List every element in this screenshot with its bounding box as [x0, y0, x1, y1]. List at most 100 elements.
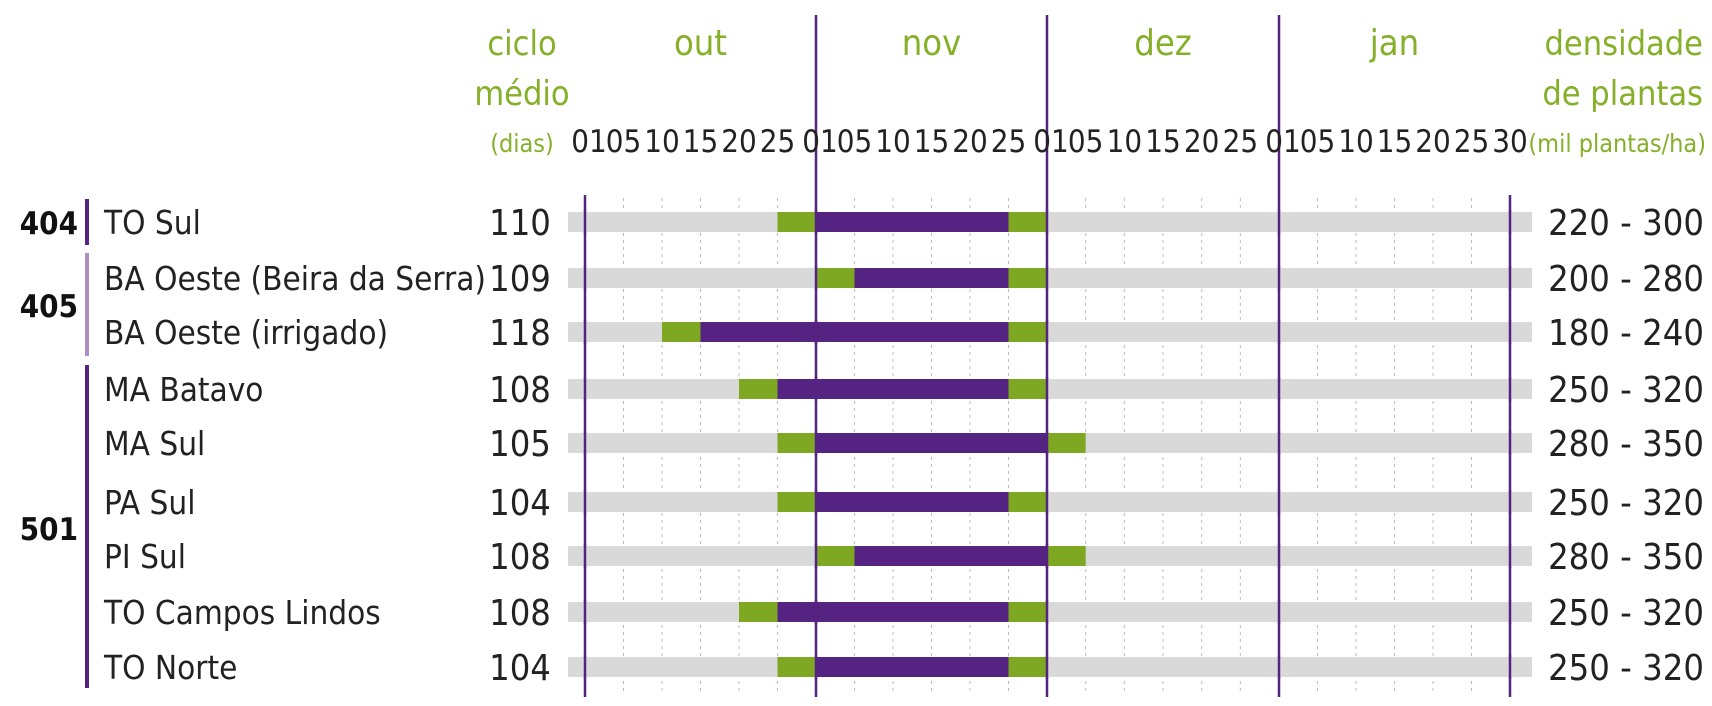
- region-label: MA Sul: [104, 424, 205, 463]
- green-bar-late: [1047, 546, 1086, 566]
- day-tick-label: 10: [1107, 124, 1142, 160]
- cycle-header-line2: médio: [474, 74, 569, 114]
- day-tick-label: 25: [1454, 124, 1489, 160]
- day-tick-label: 05: [837, 124, 872, 160]
- region-label: TO Campos Lindos: [103, 593, 381, 632]
- green-bar-early: [816, 546, 855, 566]
- month-label-dez: dez: [1134, 23, 1192, 64]
- green-bar-early: [777, 212, 816, 232]
- density-value: 250 - 320: [1548, 648, 1704, 689]
- day-tick-label: 15: [1145, 124, 1180, 160]
- purple-bar-ideal: [854, 546, 1047, 566]
- purple-bar-ideal: [816, 433, 1047, 453]
- day-tick-label: 15: [683, 124, 718, 160]
- green-bar-early: [816, 268, 855, 288]
- purple-bar-ideal: [854, 268, 1009, 288]
- purple-bar-ideal: [816, 492, 1009, 512]
- purple-bar-ideal: [816, 212, 1009, 232]
- density-value: 180 - 240: [1548, 313, 1704, 354]
- region-label: PI Sul: [104, 537, 186, 576]
- group-label: 405: [20, 289, 78, 325]
- day-tick-label: 05: [1300, 124, 1335, 160]
- green-bar-early: [777, 433, 816, 453]
- day-tick-label: 10: [644, 124, 679, 160]
- purple-bar-ideal: [700, 322, 1009, 342]
- green-bar-early: [777, 657, 816, 677]
- region-label: TO Sul: [103, 203, 201, 242]
- row-track: [568, 268, 1532, 288]
- month-label-jan: jan: [1369, 23, 1419, 64]
- day-tick-label: 25: [760, 124, 795, 160]
- green-bar-late: [1008, 322, 1047, 342]
- cycle-value: 108: [489, 593, 551, 634]
- day-tick-label: 25: [1223, 124, 1258, 160]
- purple-bar-ideal: [777, 602, 1009, 622]
- day-tick-label: 20: [721, 124, 756, 160]
- green-bar-early: [739, 602, 778, 622]
- green-bar-late: [1008, 379, 1047, 399]
- day-tick-label: 20: [1184, 124, 1219, 160]
- text-layer: ciclo médio (dias) densidade de plantas …: [20, 23, 1706, 689]
- day-tick-label: 01: [571, 124, 606, 160]
- group-label: 404: [20, 206, 78, 242]
- green-bar-late: [1047, 433, 1086, 453]
- day-tick-label: 10: [875, 124, 910, 160]
- row-track: [568, 212, 1532, 232]
- density-value: 280 - 350: [1548, 537, 1704, 578]
- density-value: 250 - 320: [1548, 483, 1704, 524]
- purple-bar-ideal: [816, 657, 1009, 677]
- cycle-value: 104: [489, 648, 551, 689]
- day-tick-label: 01: [1265, 124, 1300, 160]
- row-track: [568, 492, 1532, 512]
- cycle-value: 105: [489, 424, 551, 465]
- green-bar-late: [1008, 492, 1047, 512]
- cycle-value: 104: [489, 483, 551, 524]
- day-tick-label: 15: [914, 124, 949, 160]
- region-label: MA Batavo: [104, 370, 263, 409]
- green-bar-late: [1008, 602, 1047, 622]
- density-value: 250 - 320: [1548, 593, 1704, 634]
- row-track: [568, 602, 1532, 622]
- green-bar-late: [1008, 212, 1047, 232]
- region-label: BA Oeste (irrigado): [104, 313, 388, 352]
- month-label-out: out: [674, 23, 727, 64]
- cycle-value: 108: [489, 537, 551, 578]
- region-label: BA Oeste (Beira da Serra): [104, 259, 486, 298]
- green-bar-late: [1008, 268, 1047, 288]
- green-bar-early: [662, 322, 701, 342]
- day-tick-label: 01: [1033, 124, 1068, 160]
- row-track: [568, 657, 1532, 677]
- green-bar-early: [739, 379, 778, 399]
- green-bar-late: [1008, 657, 1047, 677]
- day-tick-label: 01: [802, 124, 837, 160]
- density-value: 250 - 320: [1548, 370, 1704, 411]
- density-header-line1: densidade: [1545, 24, 1704, 64]
- cycle-header-unit: (dias): [490, 129, 554, 158]
- day-tick-label: 05: [606, 124, 641, 160]
- cycle-value: 109: [489, 259, 551, 300]
- green-bar-early: [777, 492, 816, 512]
- row-track: [568, 379, 1532, 399]
- density-value: 280 - 350: [1548, 424, 1704, 465]
- density-header-unit: (mil plantas/ha): [1528, 129, 1706, 158]
- day-tick-label: 25: [991, 124, 1026, 160]
- day-tick-label: 30: [1492, 124, 1527, 160]
- day-tick-label: 10: [1338, 124, 1373, 160]
- cycle-value: 110: [489, 203, 551, 244]
- day-tick-label: 05: [1068, 124, 1103, 160]
- purple-bar-ideal: [777, 379, 1009, 399]
- bars-layer: [568, 210, 1532, 679]
- density-header-line2: de plantas: [1542, 74, 1703, 114]
- cycle-value: 108: [489, 370, 551, 411]
- month-label-nov: nov: [902, 23, 962, 64]
- region-label: TO Norte: [103, 648, 237, 687]
- density-value: 200 - 280: [1548, 259, 1704, 300]
- cycle-value: 118: [489, 313, 551, 354]
- day-tick-label: 20: [1415, 124, 1450, 160]
- density-value: 220 - 300: [1548, 203, 1704, 244]
- day-tick-label: 20: [952, 124, 987, 160]
- day-tick-label: 15: [1377, 124, 1412, 160]
- region-label: PA Sul: [104, 483, 195, 522]
- cycle-header-line1: ciclo: [487, 24, 556, 64]
